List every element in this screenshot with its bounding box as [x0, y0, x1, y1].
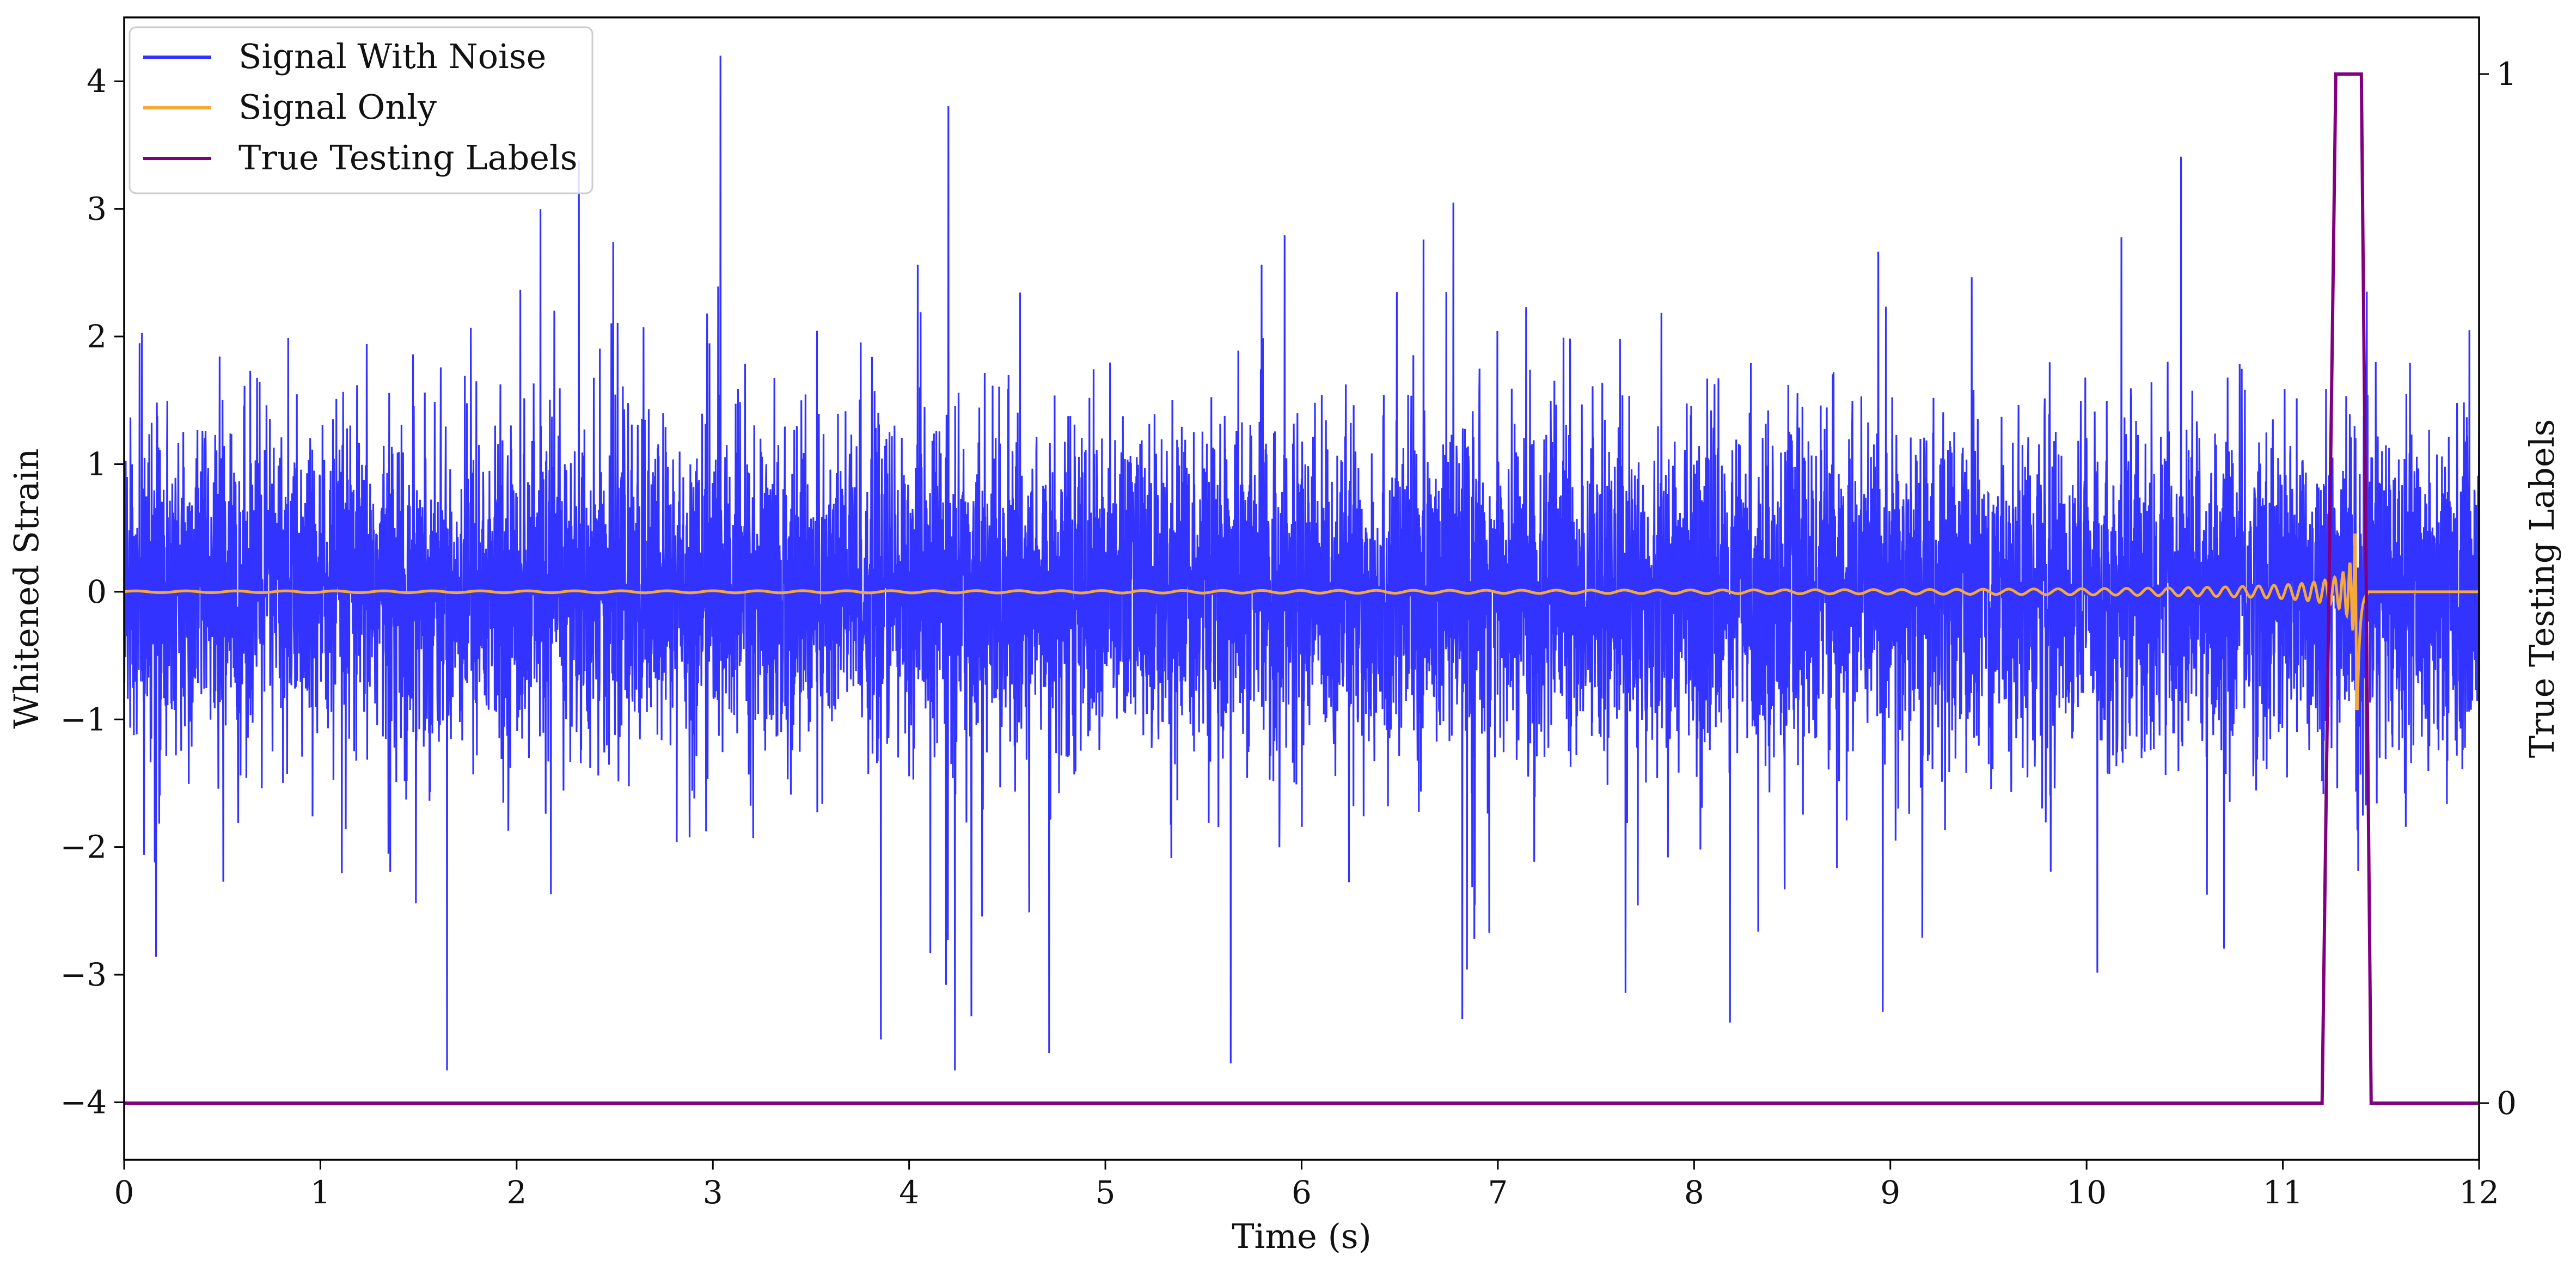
- legend-label-signal-only: Signal Only: [238, 87, 437, 127]
- series-signal-only: [124, 533, 2479, 711]
- x-tick-label: 3: [703, 1174, 723, 1211]
- y-tick-label: −1: [60, 701, 107, 738]
- x-tick-label: 8: [1684, 1174, 1704, 1211]
- y-axis-label: Whitened Strain: [7, 449, 46, 729]
- x-tick-label: 1: [310, 1174, 331, 1211]
- x-tick-label: 6: [1292, 1174, 1312, 1211]
- y-tick-label: 3: [87, 191, 107, 228]
- series-signal-with-noise: [124, 56, 2479, 1070]
- x-axis-label: Time (s): [1232, 1216, 1372, 1256]
- series-true-testing-labels: [124, 72, 2479, 1105]
- y-tick-label: 2: [87, 318, 107, 355]
- x-tick-label: 0: [114, 1174, 134, 1211]
- x-tick-label: 7: [1488, 1174, 1508, 1211]
- legend-label-signal-with-noise: Signal With Noise: [238, 36, 546, 76]
- x-tick-label: 12: [2459, 1174, 2499, 1211]
- legend-label-true-testing-labels: True Testing Labels: [238, 138, 578, 178]
- legend-box: [129, 26, 593, 194]
- y-tick-label: 0: [87, 573, 107, 610]
- y2-tick-label: 1: [2497, 56, 2517, 93]
- x-tick-label: 10: [2066, 1174, 2107, 1211]
- x-tick-label: 5: [1096, 1174, 1116, 1211]
- x-tick-label: 11: [2263, 1174, 2303, 1211]
- y-tick-label: −4: [60, 1084, 107, 1121]
- y2-axis-label: True Testing Labels: [2522, 419, 2562, 758]
- y-tick-label: −3: [60, 956, 107, 993]
- y-tick-label: 4: [87, 63, 107, 100]
- x-tick-label: 4: [899, 1174, 919, 1211]
- x-tick-label: 2: [506, 1174, 527, 1211]
- y2-tick-label: 0: [2497, 1085, 2517, 1122]
- x-tick-label: 9: [1880, 1174, 1900, 1211]
- y-tick-label: −2: [60, 829, 107, 866]
- y-tick-label: 1: [87, 445, 107, 482]
